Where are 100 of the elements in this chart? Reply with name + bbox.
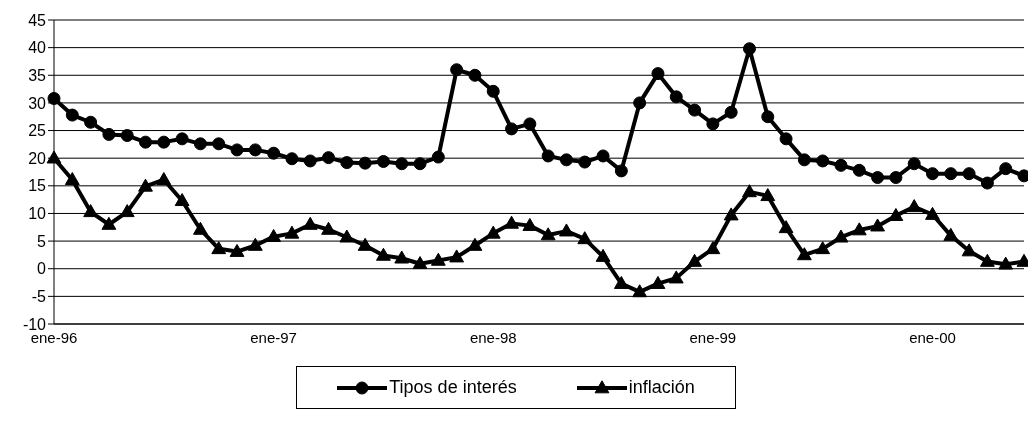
y-tick-label: 10 — [28, 205, 47, 223]
point — [871, 171, 885, 185]
point — [358, 156, 372, 170]
point — [302, 216, 318, 230]
point — [540, 227, 556, 241]
point — [633, 96, 647, 110]
point — [247, 237, 263, 251]
point — [796, 247, 812, 261]
point — [889, 171, 903, 185]
point — [248, 143, 262, 157]
point — [925, 167, 939, 181]
point — [650, 275, 666, 289]
x-tick-label: ene-99 — [689, 328, 737, 346]
point — [907, 157, 921, 171]
point — [83, 204, 98, 218]
point — [504, 215, 519, 229]
y-tick-label: 25 — [28, 122, 47, 140]
point — [157, 135, 171, 149]
legend-label: Tipos de interés — [389, 377, 517, 398]
point — [943, 227, 959, 241]
point — [340, 156, 354, 170]
point — [211, 241, 227, 255]
point — [834, 158, 848, 172]
point — [321, 221, 336, 235]
point — [944, 167, 958, 181]
point — [64, 172, 80, 186]
point — [193, 221, 208, 235]
point — [84, 115, 98, 129]
point — [193, 137, 207, 151]
point — [523, 117, 537, 131]
point — [998, 256, 1014, 270]
point — [47, 91, 61, 105]
point — [688, 103, 702, 117]
point — [522, 217, 538, 231]
point — [962, 167, 976, 181]
point — [485, 225, 501, 239]
point — [906, 199, 922, 213]
point — [614, 164, 628, 178]
point — [779, 132, 793, 146]
point — [322, 151, 336, 165]
point — [559, 223, 574, 237]
point — [65, 108, 79, 122]
y-tick-label: 45 — [28, 11, 47, 29]
point — [961, 243, 977, 257]
point — [212, 137, 226, 151]
point — [723, 207, 739, 221]
point — [267, 146, 281, 160]
point — [468, 68, 482, 82]
point — [761, 110, 775, 124]
point — [595, 248, 611, 262]
point — [559, 153, 573, 167]
y-tick-label: 35 — [28, 66, 47, 84]
point — [467, 237, 483, 251]
point — [285, 152, 299, 166]
point — [101, 216, 117, 230]
point — [412, 256, 428, 270]
point — [139, 135, 153, 149]
point — [174, 193, 190, 207]
point — [303, 154, 317, 168]
y-tick-label: 0 — [37, 260, 47, 278]
point — [925, 206, 940, 220]
point — [138, 178, 153, 192]
point — [46, 150, 62, 164]
point — [357, 237, 373, 251]
y-tick-label: 15 — [28, 177, 47, 195]
y-tick-label: -10 — [22, 315, 47, 333]
point — [578, 155, 592, 169]
point — [230, 143, 244, 157]
point — [742, 184, 757, 198]
point — [833, 229, 849, 243]
point — [505, 122, 519, 136]
point — [376, 247, 391, 261]
point — [541, 149, 555, 163]
point — [632, 284, 648, 298]
point — [724, 105, 738, 119]
point — [430, 252, 446, 266]
point — [852, 163, 866, 177]
point — [486, 84, 500, 98]
point — [450, 63, 464, 77]
point — [284, 225, 300, 239]
point — [816, 154, 830, 168]
y-tick-label: 20 — [28, 149, 47, 167]
point — [102, 127, 116, 141]
x-tick-label: ene-97 — [250, 328, 297, 346]
y-tick-label: -5 — [31, 288, 47, 306]
point — [394, 250, 410, 264]
point — [980, 253, 995, 267]
point — [705, 241, 721, 255]
y-tick-label: 40 — [28, 39, 47, 57]
point — [577, 231, 593, 245]
x-tick-label: ene-98 — [469, 328, 517, 346]
point — [120, 129, 134, 143]
point — [266, 228, 282, 242]
point — [376, 155, 390, 168]
x-tick-label: ene-00 — [909, 328, 956, 346]
point — [651, 67, 665, 81]
point — [815, 241, 831, 255]
point — [706, 117, 720, 131]
point — [613, 275, 629, 289]
point — [668, 270, 684, 284]
